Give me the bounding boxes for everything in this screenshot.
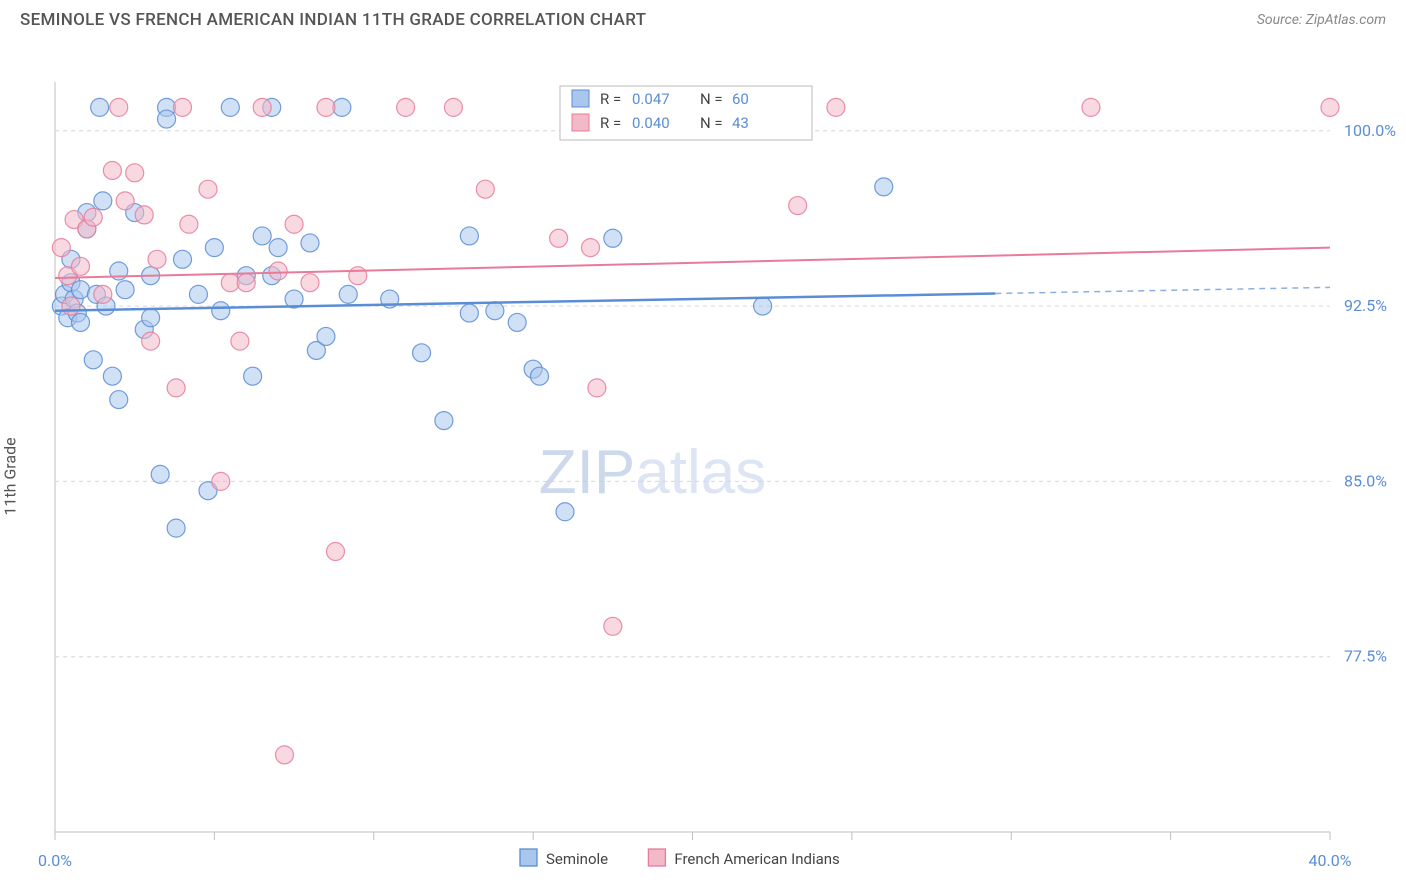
svg-text:40.0%: 40.0% bbox=[1309, 851, 1352, 870]
svg-text:R =: R = bbox=[600, 114, 621, 132]
svg-text:0.047: 0.047 bbox=[632, 90, 670, 108]
chart-title: SEMINOLE VS FRENCH AMERICAN INDIAN 11TH … bbox=[20, 10, 646, 30]
chart-area: 11th Grade 77.5%85.0%92.5%100.0%0.0%40.0… bbox=[0, 42, 1406, 892]
svg-text:85.0%: 85.0% bbox=[1344, 471, 1387, 490]
chart-source: Source: ZipAtlas.com bbox=[1257, 12, 1386, 28]
svg-text:French American Indians: French American Indians bbox=[674, 850, 839, 868]
svg-text:N =: N = bbox=[700, 90, 723, 108]
scatter-plot: 77.5% 85.0% 92.5% 100.0% 0.0% 40.0% ZIPatlas R … bbox=[0, 42, 1406, 892]
svg-text:R =: R = bbox=[600, 90, 621, 108]
chart-header: SEMINOLE VS FRENCH AMERICAN INDIAN 11TH … bbox=[0, 0, 1406, 42]
svg-text:Seminole: Seminole bbox=[546, 850, 608, 868]
svg-text:43: 43 bbox=[732, 114, 749, 132]
svg-text:60: 60 bbox=[732, 90, 749, 108]
svg-text:0.0%: 0.0% bbox=[38, 851, 72, 870]
svg-text:N =: N = bbox=[700, 114, 723, 132]
svg-text:0.040: 0.040 bbox=[632, 114, 670, 132]
svg-text:77.5%: 77.5% bbox=[1344, 647, 1387, 666]
svg-text:100.0%: 100.0% bbox=[1344, 121, 1396, 140]
svg-text:92.5%: 92.5% bbox=[1344, 296, 1387, 315]
svg-text:ZIPatlas: ZIPatlas bbox=[539, 438, 766, 507]
